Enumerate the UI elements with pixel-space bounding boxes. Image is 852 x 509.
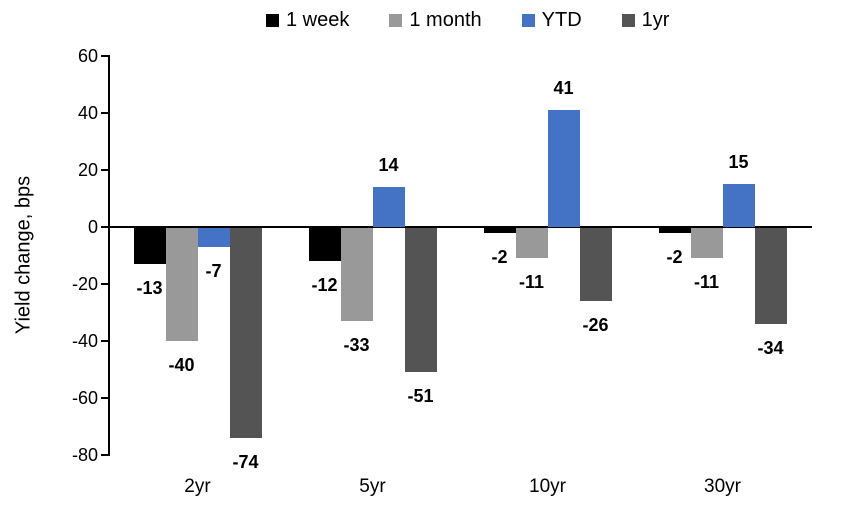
bar	[483, 228, 516, 233]
bar-value-label: 41	[553, 78, 574, 99]
y-tick	[101, 340, 110, 342]
bar-value-label: -11	[518, 272, 545, 293]
legend: 1 week 1 month YTD 1yr	[266, 6, 669, 34]
y-axis-line	[108, 56, 110, 455]
x-category-label: 30yr	[704, 476, 741, 497]
bar-value-label: -26	[582, 315, 609, 336]
bar-value-label: -13	[136, 278, 163, 299]
bar	[404, 228, 437, 373]
bar	[579, 228, 612, 302]
bar-value-label: -51	[407, 386, 434, 407]
bar	[372, 187, 405, 227]
y-tick-label: 0	[87, 217, 98, 237]
legend-label: 1yr	[641, 8, 670, 31]
legend-item: YTD	[521, 8, 582, 32]
bar	[754, 228, 787, 324]
bar	[308, 228, 341, 262]
bar	[197, 228, 230, 247]
legend-swatch	[521, 13, 535, 27]
y-tick	[101, 169, 110, 171]
x-category-label: 10yr	[529, 476, 566, 497]
y-tick	[101, 226, 110, 228]
y-tick-label: 20	[77, 160, 98, 180]
y-tick	[101, 112, 110, 114]
legend-item: 1 month	[389, 8, 482, 32]
bar	[690, 228, 723, 259]
bar-value-label: -33	[343, 335, 370, 356]
y-tick	[101, 283, 110, 285]
bar-value-label: -2	[491, 246, 508, 267]
bar-value-label: -12	[311, 275, 338, 296]
y-tick-label: -80	[71, 445, 98, 465]
bar-value-label: 14	[378, 155, 399, 176]
y-tick-label: -60	[71, 388, 98, 408]
bar	[515, 228, 548, 259]
y-tick	[101, 454, 110, 456]
y-tick-label: -20	[71, 274, 98, 294]
y-axis-title: Yield change, bps	[12, 175, 35, 335]
bar-value-label: -7	[205, 260, 222, 281]
legend-item: 1 week	[266, 9, 349, 32]
bar-value-label: -11	[693, 272, 720, 293]
bar	[722, 184, 755, 227]
legend-label: YTD	[541, 8, 582, 31]
bar-value-label: -2	[666, 246, 683, 267]
bar-value-label: 15	[728, 152, 749, 173]
x-axis-zero-line	[108, 226, 812, 228]
bar	[165, 228, 198, 341]
y-tick-label: 40	[77, 103, 98, 123]
bar	[340, 228, 373, 322]
bar	[229, 228, 262, 438]
x-category-label: 5yr	[359, 476, 386, 497]
legend-swatch	[266, 13, 279, 27]
y-tick-label: 60	[77, 46, 98, 66]
y-tick	[101, 55, 110, 57]
bar-value-label: -40	[168, 355, 195, 375]
bar-value-label: -34	[757, 337, 784, 358]
legend-label: 1 month	[409, 8, 482, 31]
legend-swatch	[389, 13, 403, 27]
legend-label: 1 week	[286, 8, 350, 31]
y-tick-label: -40	[71, 331, 98, 351]
y-tick	[101, 397, 110, 399]
bar-value-label: -74	[232, 451, 259, 472]
bar	[547, 110, 580, 227]
bar	[658, 228, 691, 233]
legend-item: 1yr	[621, 8, 670, 32]
bar	[133, 228, 166, 265]
x-category-label: 2yr	[184, 476, 211, 497]
legend-swatch	[621, 13, 635, 27]
